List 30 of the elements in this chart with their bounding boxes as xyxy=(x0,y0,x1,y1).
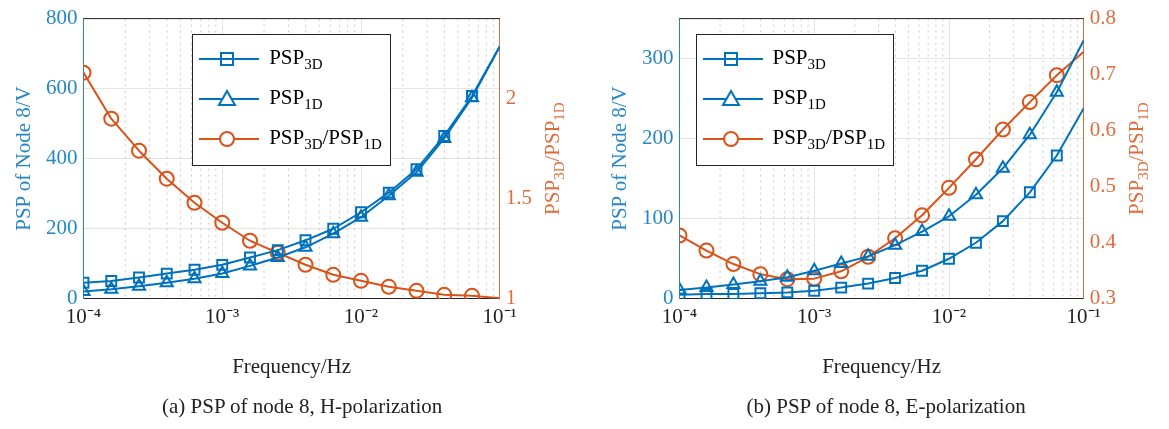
legend-label: PSP$_{1D}$ xyxy=(269,84,323,113)
y-tick-label: 800 xyxy=(46,5,78,30)
x-tick-label: 10⁻² xyxy=(343,303,379,328)
y2-tick-label: 2 xyxy=(505,85,517,110)
y2-tick-label: 0.4 xyxy=(1089,229,1117,254)
y-tick-label: 300 xyxy=(642,45,674,70)
y2-tick-label: 0.6 xyxy=(1089,117,1116,142)
x-axis-title: Frequency/Hz xyxy=(822,354,942,378)
text: (a) PSP of node 8, H-polarization xyxy=(162,394,443,418)
y-axis-title: PSP of Node 8/V xyxy=(10,86,35,231)
legend-label: PSP$_{3D}$ xyxy=(772,44,826,73)
x-axis-title: Frequency/Hz xyxy=(232,354,352,378)
text: (b) PSP of node 8, E-polarization xyxy=(746,394,1026,418)
y-axis-title: PSP of Node 8/V xyxy=(606,86,631,231)
legend-label: PSP$_{3D}$/PSP$_{1D}$ xyxy=(269,124,382,153)
x-tick-label: 10⁻³ xyxy=(205,303,240,328)
x-tick-label: 10⁻² xyxy=(931,303,967,328)
x-tick-label: 10⁻³ xyxy=(797,303,832,328)
y-tick-label: 400 xyxy=(46,145,78,170)
y2-tick-label: 0.7 xyxy=(1089,61,1116,86)
y2-tick-label: 0.8 xyxy=(1089,5,1116,30)
legend-label: PSP$_{3D}$/PSP$_{1D}$ xyxy=(772,124,886,153)
y-tick-label: 200 xyxy=(46,215,78,240)
y2-tick-label: 0.5 xyxy=(1089,173,1116,198)
legend-label: PSP$_{1D}$ xyxy=(772,84,826,113)
y-tick-label: 200 xyxy=(642,125,674,150)
legend-label: PSP$_{3D}$ xyxy=(269,44,323,73)
y2-tick-label: 1.5 xyxy=(505,185,532,210)
y-tick-label: 600 xyxy=(46,75,78,100)
y-tick-label: 100 xyxy=(642,205,674,230)
